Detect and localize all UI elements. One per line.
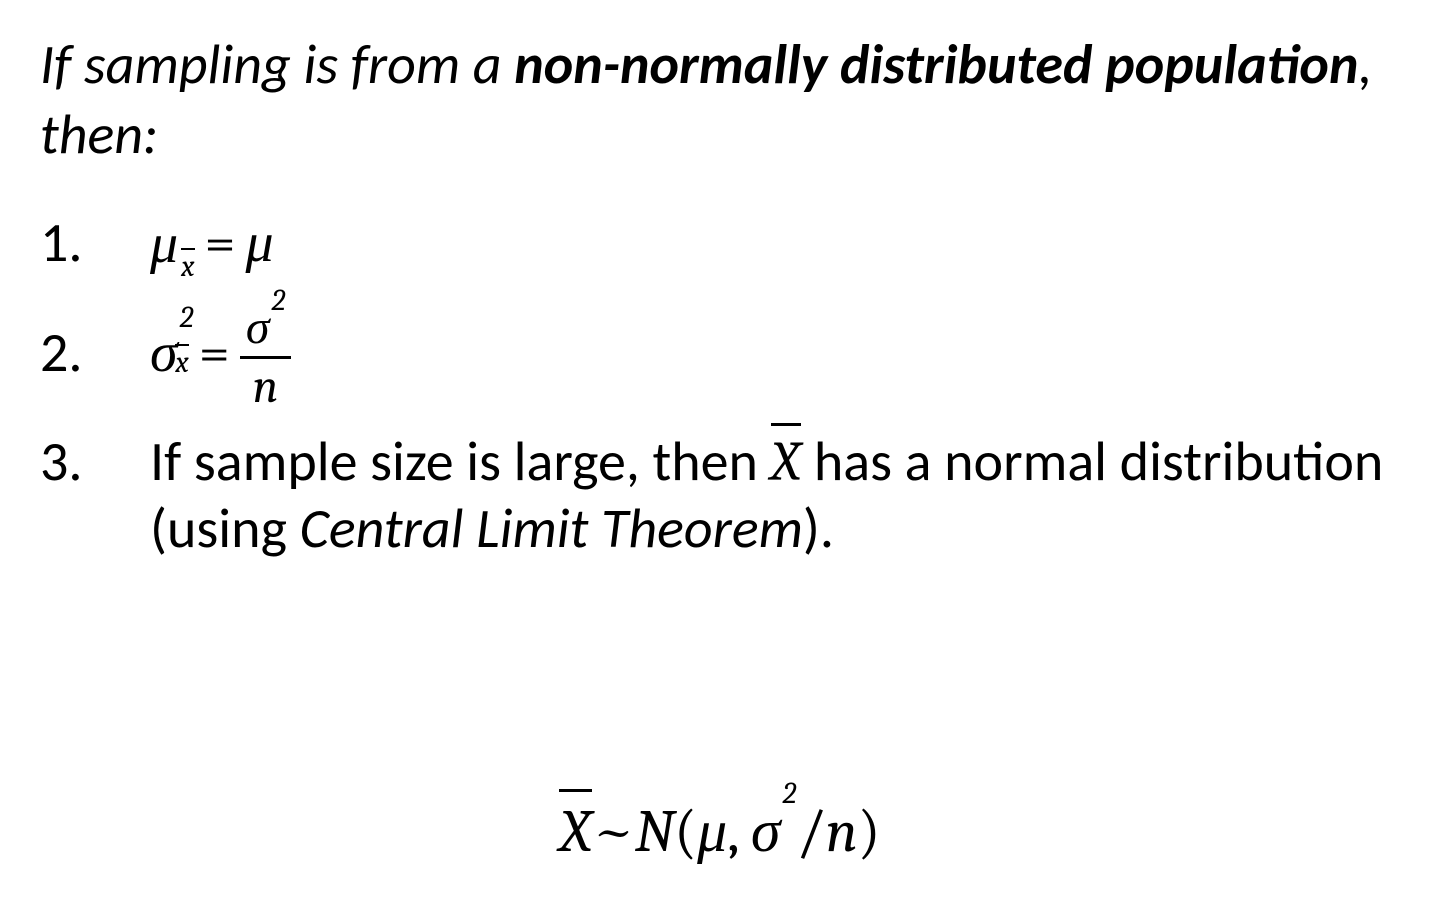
list-number: 3. [40, 429, 150, 496]
symbol-mu-final: μ [697, 797, 727, 866]
tilde-sign: ~ [592, 797, 635, 866]
symbol-N: N [635, 797, 674, 866]
symbol-xbar-final: X [559, 797, 592, 866]
intro-prefix: If sampling is from a [40, 31, 514, 99]
equals-sign: = [205, 210, 236, 277]
intro-sentence: If sampling is from a non-normally distr… [40, 30, 1400, 170]
superscript-2-final: 2 [783, 779, 797, 809]
list-item-2: 2. σ 2 x [40, 300, 1400, 407]
central-limit-theorem: Central Limit Theorem [300, 495, 803, 563]
item3-text: If sample size is large, then X has a no… [150, 429, 1400, 563]
symbol-n-final: n [826, 797, 858, 866]
list-number: 1. [40, 210, 150, 277]
symbol-xbar-subscript: x [181, 252, 194, 282]
symbol-mu-rhs: μ [246, 210, 274, 277]
formula-sigma2-xbar-equals-sigma2-over-n: σ 2 x = [150, 300, 291, 407]
symbol-xbar-subscript: x [175, 348, 188, 378]
final-distribution-formula: X ~N(μ, σ2/n) [40, 795, 1400, 878]
list-item-3: 3. If sample size is large, then X has a… [40, 429, 1400, 563]
item3-t1: If sample size is large, then [150, 428, 771, 496]
superscript-2-top: 2 [272, 286, 286, 316]
symbol-sigma-final: σ [751, 797, 781, 866]
open-paren: ( [674, 797, 697, 866]
close-paren: ) [858, 797, 881, 866]
formula-mu-xbar-equals-mu: μ x = μ [150, 210, 274, 277]
slash: / [796, 797, 825, 866]
intro-bold: non-normally distributed population [514, 31, 1358, 99]
symbol-n-bottom: n [247, 363, 285, 411]
superscript-2: 2 [180, 303, 194, 333]
symbol-mu: μ [150, 216, 178, 272]
comma: , [727, 797, 751, 866]
fraction-sigma2-over-n: σ 2 n [240, 304, 291, 411]
list-number: 2. [40, 320, 150, 387]
symbol-xbar-inline: X [771, 429, 802, 496]
equals-sign: = [199, 320, 230, 387]
numbered-list: 1. μ x = μ 2. [40, 210, 1400, 585]
symbol-sigma-top: σ [246, 304, 270, 352]
slide: If sampling is from a non-normally distr… [0, 0, 1440, 898]
list-item-1: 1. μ x = μ [40, 210, 1400, 278]
symbol-sigma: σ [150, 325, 178, 381]
item3-t3: ). [803, 495, 834, 563]
